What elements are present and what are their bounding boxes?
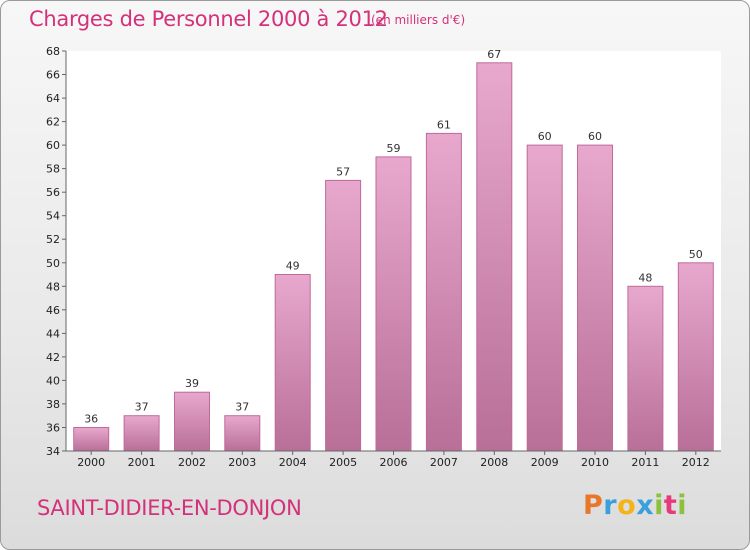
x-tick-label-2012: 2012 bbox=[682, 456, 710, 469]
y-tick-label-36: 36 bbox=[46, 422, 60, 435]
x-tick-label-2011: 2011 bbox=[631, 456, 659, 469]
data-label-2004: 49 bbox=[286, 260, 300, 273]
y-tick-label-44: 44 bbox=[46, 327, 60, 340]
bar-2007 bbox=[425, 132, 462, 452]
bar-2002 bbox=[174, 391, 210, 452]
y-tick-label-68: 68 bbox=[46, 45, 60, 58]
data-label-2002: 39 bbox=[185, 377, 199, 390]
x-tick-label-2003: 2003 bbox=[228, 456, 256, 469]
x-tick-label-2005: 2005 bbox=[329, 456, 357, 469]
bar-2000 bbox=[73, 427, 110, 452]
logo-letter: i bbox=[654, 490, 664, 521]
y-tick-label-54: 54 bbox=[46, 210, 60, 223]
y-tick-label-38: 38 bbox=[46, 398, 60, 411]
bar-2005 bbox=[325, 179, 362, 452]
data-label-2001: 37 bbox=[135, 401, 149, 414]
x-tick-label-2010: 2010 bbox=[581, 456, 609, 469]
proxiti-logo: Proxiti bbox=[583, 490, 687, 521]
x-tick-label-2004: 2004 bbox=[279, 456, 307, 469]
y-tick-label-40: 40 bbox=[46, 374, 60, 387]
logo-letter: t bbox=[663, 490, 678, 521]
chart-title: Charges de Personnel 2000 à 2012 bbox=[29, 7, 388, 31]
y-tick-label-42: 42 bbox=[46, 351, 60, 364]
data-label-2012: 50 bbox=[689, 248, 703, 261]
y-tick-label-66: 66 bbox=[46, 69, 60, 82]
bar-2003 bbox=[224, 415, 261, 452]
data-label-2005: 57 bbox=[336, 165, 350, 178]
y-tick-label-56: 56 bbox=[46, 186, 60, 199]
y-tick-label-60: 60 bbox=[46, 139, 60, 152]
x-tick-label-2006: 2006 bbox=[380, 456, 408, 469]
logo-letter: x bbox=[636, 490, 655, 521]
logo-letter: r bbox=[603, 490, 618, 521]
bar-2011 bbox=[627, 285, 664, 452]
bar-2009 bbox=[526, 144, 563, 452]
logo-letter: P bbox=[583, 490, 604, 521]
chart-subtitle: (en milliers d'€) bbox=[371, 13, 466, 27]
place-name: SAINT-DIDIER-EN-DONJON bbox=[37, 496, 302, 520]
bar-2006 bbox=[375, 156, 412, 452]
data-label-2008: 67 bbox=[487, 48, 501, 61]
data-label-2010: 60 bbox=[588, 130, 602, 143]
bar-2004 bbox=[274, 274, 311, 452]
x-tick-label-2001: 2001 bbox=[128, 456, 156, 469]
bars-group bbox=[73, 62, 714, 452]
y-tick-label-48: 48 bbox=[46, 280, 60, 293]
y-tick-label-52: 52 bbox=[46, 233, 60, 246]
data-label-2000: 36 bbox=[84, 413, 98, 426]
y-tick-label-62: 62 bbox=[46, 116, 60, 129]
y-tick-label-34: 34 bbox=[46, 445, 60, 458]
logo-letter: i bbox=[677, 490, 688, 521]
bar-2010 bbox=[577, 144, 613, 452]
x-tick-label-2000: 2000 bbox=[77, 456, 105, 469]
bar-2008 bbox=[476, 62, 513, 452]
bar-2001 bbox=[123, 415, 160, 452]
data-label-2003: 37 bbox=[235, 401, 249, 414]
y-tick-label-58: 58 bbox=[46, 163, 60, 176]
x-tick-label-2007: 2007 bbox=[430, 456, 458, 469]
y-tick-label-50: 50 bbox=[46, 257, 60, 270]
bar-2012 bbox=[677, 262, 714, 452]
x-tick-label-2009: 2009 bbox=[531, 456, 559, 469]
data-label-2011: 48 bbox=[638, 271, 652, 284]
data-label-2006: 59 bbox=[387, 142, 401, 155]
y-tick-label-64: 64 bbox=[46, 92, 60, 105]
data-label-2009: 60 bbox=[538, 130, 552, 143]
x-tick-label-2002: 2002 bbox=[178, 456, 206, 469]
axes-group bbox=[62, 50, 721, 455]
y-tick-label-46: 46 bbox=[46, 304, 60, 317]
data-label-2007: 61 bbox=[437, 118, 451, 131]
logo-letter: o bbox=[617, 490, 637, 521]
x-tick-label-2008: 2008 bbox=[480, 456, 508, 469]
labels-group: 36 2000 37 2001 39 2002 37 2003 49 2004 57 2005 59 20… bbox=[46, 45, 710, 469]
